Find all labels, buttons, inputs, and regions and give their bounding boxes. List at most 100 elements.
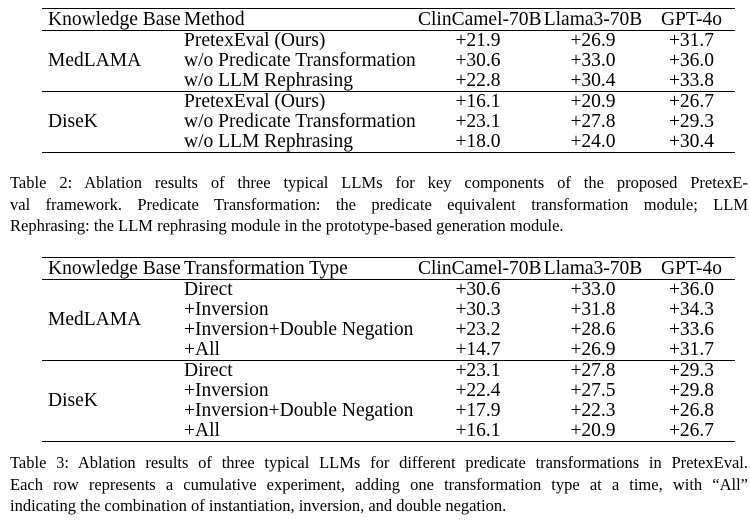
cell-value: +31.8 — [570, 299, 616, 320]
col-header-llama3: Llama3-70B — [543, 258, 643, 279]
ablation-components-table: Knowledge Base Method ClinCamel-70B Llam… — [42, 8, 735, 153]
table-group-medlama: MedLAMA Direct +30.6 +33.0 +36.0 +Invers… — [42, 280, 735, 361]
table-header-row: Knowledge Base Transformation Type ClinC… — [42, 258, 735, 280]
table-row: w/o Predicate Transformation +23.1 +27.8… — [42, 112, 735, 132]
cell-value: +30.6 — [455, 279, 501, 300]
col-header-clincamel: ClinCamel-70B — [418, 9, 542, 30]
table-row: +Inversion+Double Negation +17.9 +22.3 +… — [42, 401, 735, 421]
cell-value: +31.7 — [668, 30, 715, 51]
row-label: +Inversion — [184, 299, 269, 320]
cell-value: +29.3 — [668, 360, 715, 381]
caption-line: Rephrasing: the LLM rephrasing module in… — [10, 216, 564, 235]
cell-value: +33.6 — [668, 319, 715, 340]
table-row: w/o LLM Rephrasing +22.8 +30.4 +33.8 — [42, 71, 735, 92]
cell-value: +33.0 — [570, 279, 616, 300]
col-header-knowledge-base: Knowledge Base — [48, 9, 181, 30]
cell-value: +17.9 — [455, 400, 501, 421]
cell-value: +27.8 — [570, 111, 616, 132]
row-label: +Inversion+Double Negation — [184, 400, 414, 421]
caption-line: Table 3: Ablation results of three typic… — [10, 453, 748, 472]
row-label: w/o Predicate Transformation — [184, 50, 416, 71]
table-row: +Inversion+Double Negation +23.2 +28.6 +… — [42, 320, 735, 340]
col-header-gpt4o: GPT-4o — [660, 258, 723, 279]
caption-line: Each row represents a cumulative experim… — [10, 474, 748, 494]
col-header-gpt4o: GPT-4o — [660, 9, 723, 30]
col-header-method: Method — [184, 9, 245, 30]
cell-value: +26.7 — [668, 420, 715, 441]
cell-value: +23.1 — [455, 360, 501, 381]
cell-value: +36.0 — [668, 50, 715, 71]
table-group-disek: DiseK Direct +23.1 +27.8 +29.3 +Inversio… — [42, 360, 735, 442]
table3-caption: Table 3: Ablation results of three typic… — [10, 452, 748, 517]
cell-value: +30.6 — [455, 50, 501, 71]
kb-label: DiseK — [48, 390, 98, 411]
row-label: w/o LLM Rephrasing — [184, 70, 353, 91]
table-group-disek: DiseK PretexEval (Ours) +16.1 +20.9 +26.… — [42, 91, 735, 153]
row-label: Direct — [184, 279, 233, 300]
row-label: w/o Predicate Transformation — [184, 111, 416, 132]
col-header-transformation-type: Transformation Type — [184, 258, 348, 279]
row-label: w/o LLM Rephrasing — [184, 131, 353, 152]
row-label: PretexEval (Ours) — [184, 91, 326, 112]
cell-value: +22.8 — [455, 70, 501, 91]
col-header-knowledge-base: Knowledge Base — [48, 258, 181, 279]
cell-value: +36.0 — [668, 279, 715, 300]
cell-value: +20.9 — [570, 420, 616, 441]
cell-value: +22.4 — [455, 380, 501, 401]
cell-value: +30.4 — [668, 131, 715, 152]
table-row: DiseK Direct +23.1 +27.8 +29.3 — [42, 360, 735, 411]
cell-value: +30.4 — [570, 70, 616, 91]
cell-value: +26.7 — [668, 91, 715, 112]
kb-label: MedLAMA — [48, 309, 142, 330]
caption-line: Table 2: Ablation results of three typic… — [10, 173, 748, 192]
cell-value: +26.9 — [570, 339, 616, 360]
cell-value: +30.3 — [455, 299, 501, 320]
cell-value: +27.8 — [570, 360, 616, 381]
row-label: +Inversion+Double Negation — [184, 319, 414, 340]
row-label: Direct — [184, 360, 233, 381]
caption-line: val framework. Predicate Transformation:… — [10, 194, 748, 214]
ablation-transformations-table: Knowledge Base Transformation Type ClinC… — [42, 257, 735, 442]
cell-value: +14.7 — [455, 339, 501, 360]
table-group-medlama: MedLAMA PretexEval (Ours) +21.9 +26.9 +3… — [42, 31, 735, 92]
cell-value: +22.3 — [570, 400, 616, 421]
col-header-clincamel: ClinCamel-70B — [418, 258, 542, 279]
table-row: MedLAMA Direct +30.6 +33.0 +36.0 — [42, 279, 735, 330]
table-header-row: Knowledge Base Method ClinCamel-70B Llam… — [42, 9, 735, 31]
table-row: +All +16.1 +20.9 +26.7 — [42, 421, 735, 442]
table2-caption: Table 2: Ablation results of three typic… — [10, 172, 748, 237]
cell-value: +23.2 — [455, 319, 501, 340]
table-row: +Inversion +30.3 +31.8 +34.3 — [42, 300, 735, 320]
cell-value: +23.1 — [455, 111, 501, 132]
kb-label: MedLAMA — [48, 50, 142, 71]
col-header-llama3: Llama3-70B — [543, 9, 643, 30]
cell-value: +33.0 — [570, 50, 616, 71]
row-label: +All — [184, 339, 220, 360]
cell-value: +16.1 — [455, 420, 501, 441]
table-row: +Inversion +22.4 +27.5 +29.8 — [42, 381, 735, 401]
row-label: PretexEval (Ours) — [184, 30, 326, 51]
cell-value: +26.9 — [570, 30, 616, 51]
cell-value: +16.1 — [455, 91, 501, 112]
row-label: +All — [184, 420, 220, 441]
cell-value: +34.3 — [668, 299, 715, 320]
cell-value: +33.8 — [668, 70, 715, 91]
table-row: w/o LLM Rephrasing +18.0 +24.0 +30.4 — [42, 132, 735, 153]
cell-value: +31.7 — [668, 339, 715, 360]
cell-value: +28.6 — [570, 319, 616, 340]
caption-line: indicating the combination of instantiat… — [10, 496, 507, 515]
table-row: MedLAMA PretexEval (Ours) +21.9 +26.9 +3… — [42, 30, 735, 71]
cell-value: +29.8 — [668, 380, 715, 401]
cell-value: +27.5 — [570, 380, 616, 401]
kb-label: DiseK — [48, 111, 98, 132]
cell-value: +24.0 — [570, 131, 616, 152]
cell-value: +21.9 — [455, 30, 501, 51]
table-row: DiseK PretexEval (Ours) +16.1 +20.9 +26.… — [42, 91, 735, 132]
row-label: +Inversion — [184, 380, 269, 401]
cell-value: +26.8 — [668, 400, 715, 421]
table-row: +All +14.7 +26.9 +31.7 — [42, 340, 735, 361]
table-row: w/o Predicate Transformation +30.6 +33.0… — [42, 51, 735, 71]
cell-value: +20.9 — [570, 91, 616, 112]
cell-value: +18.0 — [455, 131, 501, 152]
